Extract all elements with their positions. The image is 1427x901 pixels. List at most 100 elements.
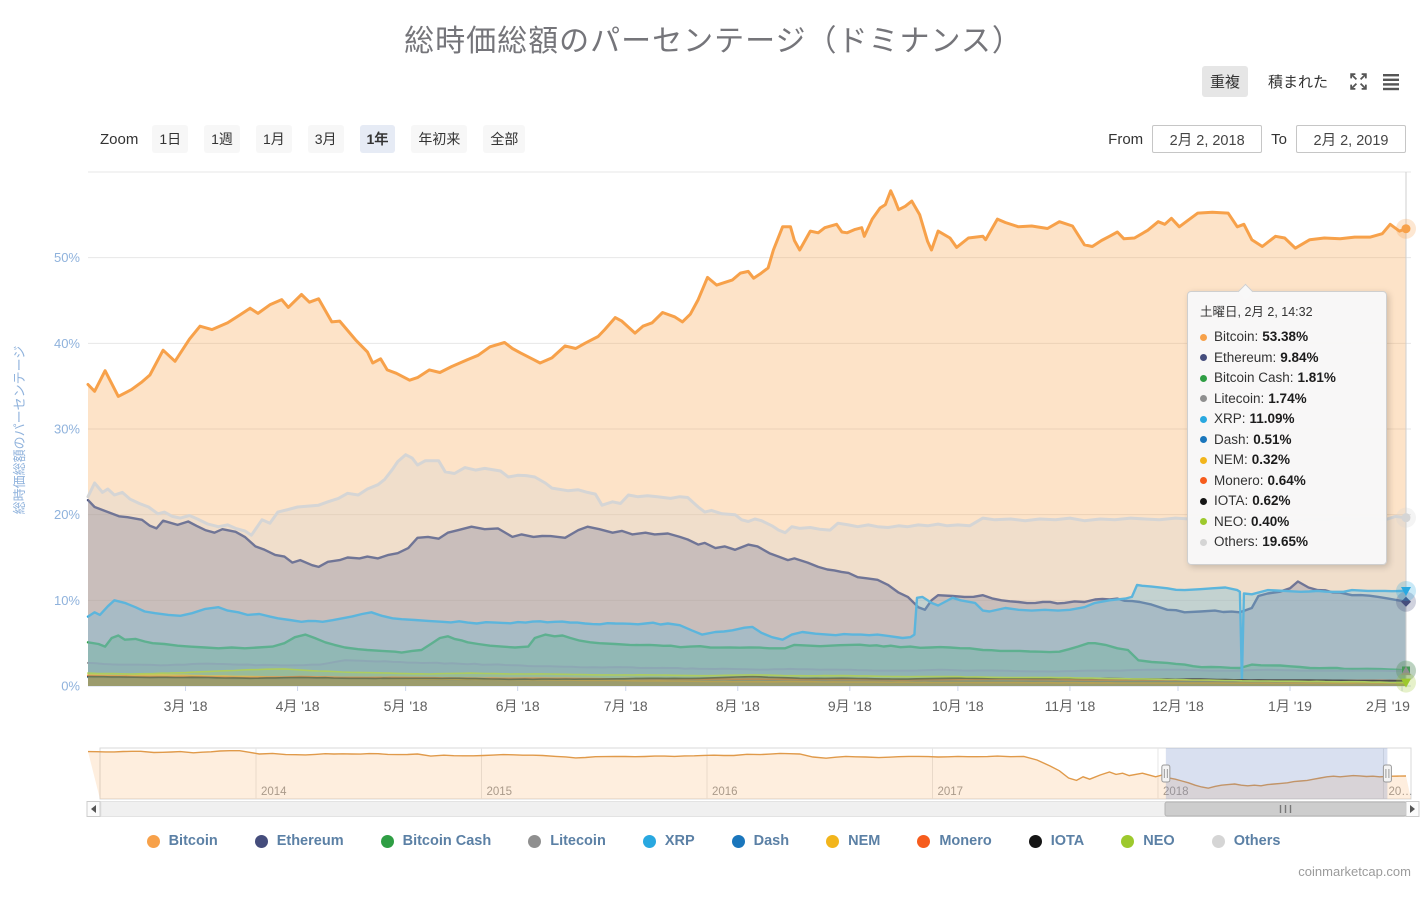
scrollbar-left-arrow[interactable]: [86, 801, 101, 817]
legend-color-dot: [917, 834, 931, 848]
series-color-dot: [1200, 415, 1207, 423]
series-line-ethereum[interactable]: [86, 498, 1408, 614]
series-line-litecoin[interactable]: [87, 659, 1407, 673]
series-area-ethereum: [88, 500, 1406, 686]
legend-item-monero[interactable]: Monero: [917, 833, 992, 849]
zoom-option-1日[interactable]: 1日: [152, 125, 189, 153]
x-axis-label: 7月 '18: [604, 698, 648, 714]
legend-item-iota[interactable]: IOTA: [1028, 833, 1084, 849]
legend-color-dot: [642, 834, 656, 848]
navigator-area: [88, 750, 1411, 799]
series-line-others[interactable]: [86, 453, 1408, 537]
zoom-label: Zoom: [100, 130, 139, 148]
series-color-dot: [1200, 395, 1207, 403]
marker-others: [1401, 513, 1411, 523]
y-axis-label: 40%: [54, 336, 80, 351]
tooltip-row: XRP: 11.09%: [1200, 409, 1374, 430]
x-axis-label: 9月 '18: [828, 698, 872, 714]
series-color-dot: [1200, 518, 1207, 526]
series-area-bitcoin: [88, 190, 1406, 687]
navigator-outline: [99, 747, 1412, 800]
navigator-year-label: 2018: [1163, 786, 1189, 798]
marker-bitcoin: [1401, 224, 1411, 234]
tooltip-row: Litecoin: 1.74%: [1200, 389, 1374, 410]
legend-item-bitcoin[interactable]: Bitcoin: [146, 833, 218, 849]
series-color-dot: [1200, 497, 1207, 505]
menu-icon[interactable]: [1381, 71, 1401, 92]
y-axis-title: 総時価総額のパーセンテージ: [12, 346, 27, 515]
legend-item-others[interactable]: Others: [1211, 833, 1280, 849]
series-color-dot: [1200, 354, 1207, 362]
series-line-bitcoin[interactable]: [86, 189, 1408, 398]
series-line-xrp[interactable]: [86, 583, 1408, 683]
legend-item-bitcoin-cash[interactable]: Bitcoin Cash: [380, 833, 491, 849]
tooltip-row: NEM: 0.32%: [1200, 450, 1374, 471]
tooltip-row: IOTA: 0.62%: [1200, 491, 1374, 512]
tooltip-row: Ethereum: 9.84%: [1200, 348, 1374, 369]
marker-xrp: [1401, 586, 1411, 596]
x-axis-label: 11月 '18: [1045, 698, 1096, 714]
y-axis-label: 10%: [54, 593, 80, 608]
from-date-input[interactable]: [1152, 125, 1263, 153]
page-title: 総時価総額のパーセンテージ（ドミナンス）: [404, 25, 1023, 58]
x-axis-label: 2月 '19: [1366, 698, 1410, 714]
to-label: To: [1271, 130, 1287, 148]
series-color-dot: [1200, 538, 1207, 546]
tooltip-row: Bitcoin Cash: 1.81%: [1200, 368, 1374, 389]
legend-item-xrp[interactable]: XRP: [642, 833, 695, 849]
navigator-handle-left[interactable]: [1161, 764, 1171, 783]
y-axis-label: 50%: [54, 250, 80, 265]
y-axis-label: 0%: [61, 679, 80, 694]
tooltip-row: Monero: 0.64%: [1200, 471, 1374, 492]
marker-litecoin: [1401, 666, 1411, 676]
from-label: From: [1108, 130, 1144, 148]
legend-item-ethereum[interactable]: Ethereum: [254, 833, 344, 849]
legend-color-dot: [826, 834, 840, 848]
navigator-handle-right[interactable]: [1382, 764, 1392, 783]
x-axis-label: 3月 '18: [164, 698, 208, 714]
navigator-year-label: 2017: [937, 786, 963, 798]
range-navigator[interactable]: 2014 2015 2016 2017 2018 20…: [0, 745, 1427, 825]
navigator-year-label: 20…: [1388, 786, 1412, 798]
x-axis-label: 1月 '19: [1268, 698, 1312, 714]
navigator-line: [87, 750, 1407, 789]
x-axis-label: 10月 '18: [932, 698, 984, 714]
date-range-inputs: From To: [1108, 125, 1406, 153]
scrollbar-right-arrow[interactable]: [1405, 801, 1420, 817]
to-date-input[interactable]: [1296, 125, 1406, 153]
chart-mode-toggle: 重複 積まれた: [1201, 66, 1401, 97]
navigator-selected-range[interactable]: [1165, 748, 1388, 799]
legend-item-litecoin[interactable]: Litecoin: [528, 833, 606, 849]
tooltip-row: Others: 19.65%: [1200, 532, 1374, 553]
legend-item-neo[interactable]: NEO: [1121, 833, 1175, 849]
series-line-bitcoin-cash[interactable]: [86, 633, 1408, 672]
zoom-option-1週[interactable]: 1週: [204, 125, 240, 153]
legend-item-dash[interactable]: Dash: [731, 833, 789, 849]
overlap-mode-button[interactable]: 重複: [1201, 66, 1248, 97]
zoom-option-3月[interactable]: 3月: [307, 125, 344, 153]
dominance-area-chart[interactable]: 0% 10% 20% 30% 40% 50% 総時価総額のパーセンテージ 3月 '18 4月 '…: [0, 0, 1427, 745]
legend-item-nem[interactable]: NEM: [826, 833, 880, 849]
zoom-option-1年[interactable]: 1年: [359, 125, 396, 153]
navigator-year-label: 2014: [261, 786, 287, 798]
zoom-range-buttons: 1日 1週 1月 3月 1年 年初来 全部: [152, 125, 526, 153]
tooltip-row: NEO: 0.40%: [1200, 512, 1374, 533]
legend-color-dot: [1121, 834, 1135, 848]
stacked-mode-button[interactable]: 積まれた: [1260, 66, 1336, 97]
legend-color-dot: [254, 834, 268, 848]
zoom-option-年初来[interactable]: 年初来: [411, 125, 468, 153]
legend-color-dot: [1028, 834, 1042, 848]
tooltip-row: Bitcoin: 53.38%: [1200, 327, 1374, 348]
zoom-option-全部[interactable]: 全部: [483, 125, 526, 153]
series-area-neo: [88, 668, 1406, 686]
series-color-dot: [1200, 477, 1207, 485]
fullscreen-icon[interactable]: [1348, 71, 1369, 92]
legend-color-dot: [146, 834, 160, 848]
tooltip-date: 土曜日, 2月 2, 14:32: [1200, 305, 1313, 319]
series-line-neo[interactable]: [87, 668, 1407, 684]
zoom-option-1月[interactable]: 1月: [255, 125, 292, 153]
legend-color-dot: [528, 834, 542, 848]
series-area-xrp: [88, 584, 1406, 686]
y-axis-label: 30%: [54, 422, 80, 437]
